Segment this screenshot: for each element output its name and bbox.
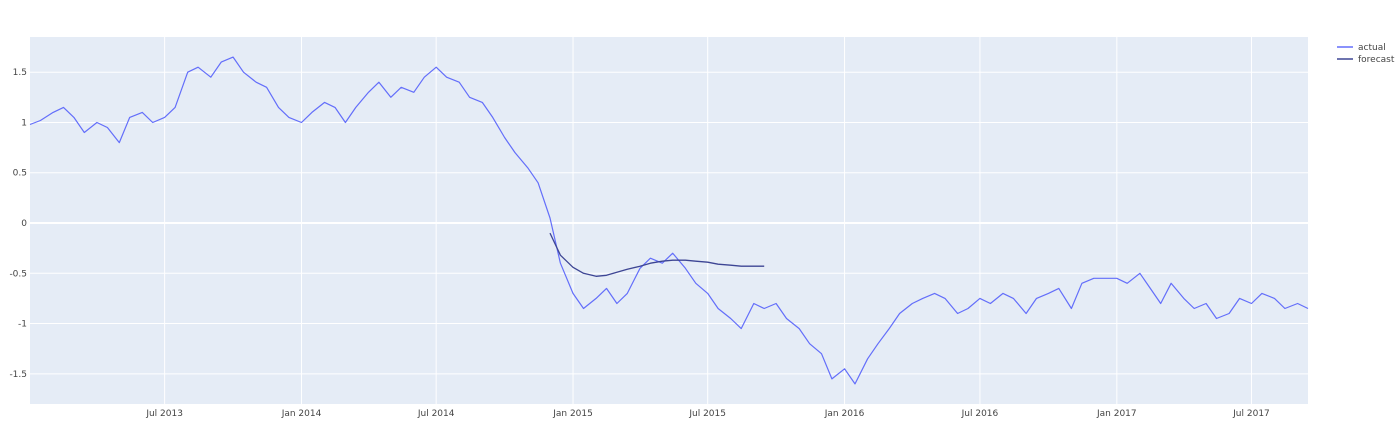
x-tick-label: Jan 2015 bbox=[552, 409, 593, 419]
legend[interactable]: actual forecast bbox=[1337, 43, 1395, 65]
x-tick-label: Jan 2014 bbox=[281, 409, 322, 419]
y-tick-label: 1 bbox=[21, 118, 27, 128]
x-tick-label: Jul 2017 bbox=[1232, 409, 1270, 419]
y-tick-label: -1.5 bbox=[9, 370, 27, 380]
y-tick-label: -0.5 bbox=[9, 269, 27, 279]
y-tick-label: 1.5 bbox=[13, 68, 27, 78]
y-tick-label: 0.5 bbox=[13, 169, 27, 179]
grid-lines bbox=[30, 37, 1308, 404]
x-tick-label: Jan 2016 bbox=[824, 409, 865, 419]
x-tick-label: Jul 2015 bbox=[688, 409, 726, 419]
y-tick-label: 0 bbox=[21, 219, 27, 229]
x-tick-label: Jul 2016 bbox=[961, 409, 999, 419]
y-tick-label: -1 bbox=[18, 320, 27, 330]
x-tick-label: Jul 2014 bbox=[417, 409, 455, 419]
y-axis: 1.5 1 0.5 0 -0.5 -1 -1.5 bbox=[9, 68, 27, 380]
legend-label-actual[interactable]: actual bbox=[1358, 43, 1386, 53]
plot-area bbox=[30, 37, 1308, 404]
series-line-forecast[interactable] bbox=[549, 232, 765, 277]
x-tick-label: Jan 2017 bbox=[1096, 409, 1137, 419]
series-line-actual[interactable] bbox=[29, 56, 1309, 385]
legend-label-forecast[interactable]: forecast bbox=[1358, 55, 1395, 65]
x-axis: Jul 2013 Jan 2014 Jul 2014 Jan 2015 Jul 2015… bbox=[145, 409, 1269, 419]
series-lines bbox=[29, 56, 1309, 385]
x-tick-label: Jul 2013 bbox=[145, 409, 183, 419]
